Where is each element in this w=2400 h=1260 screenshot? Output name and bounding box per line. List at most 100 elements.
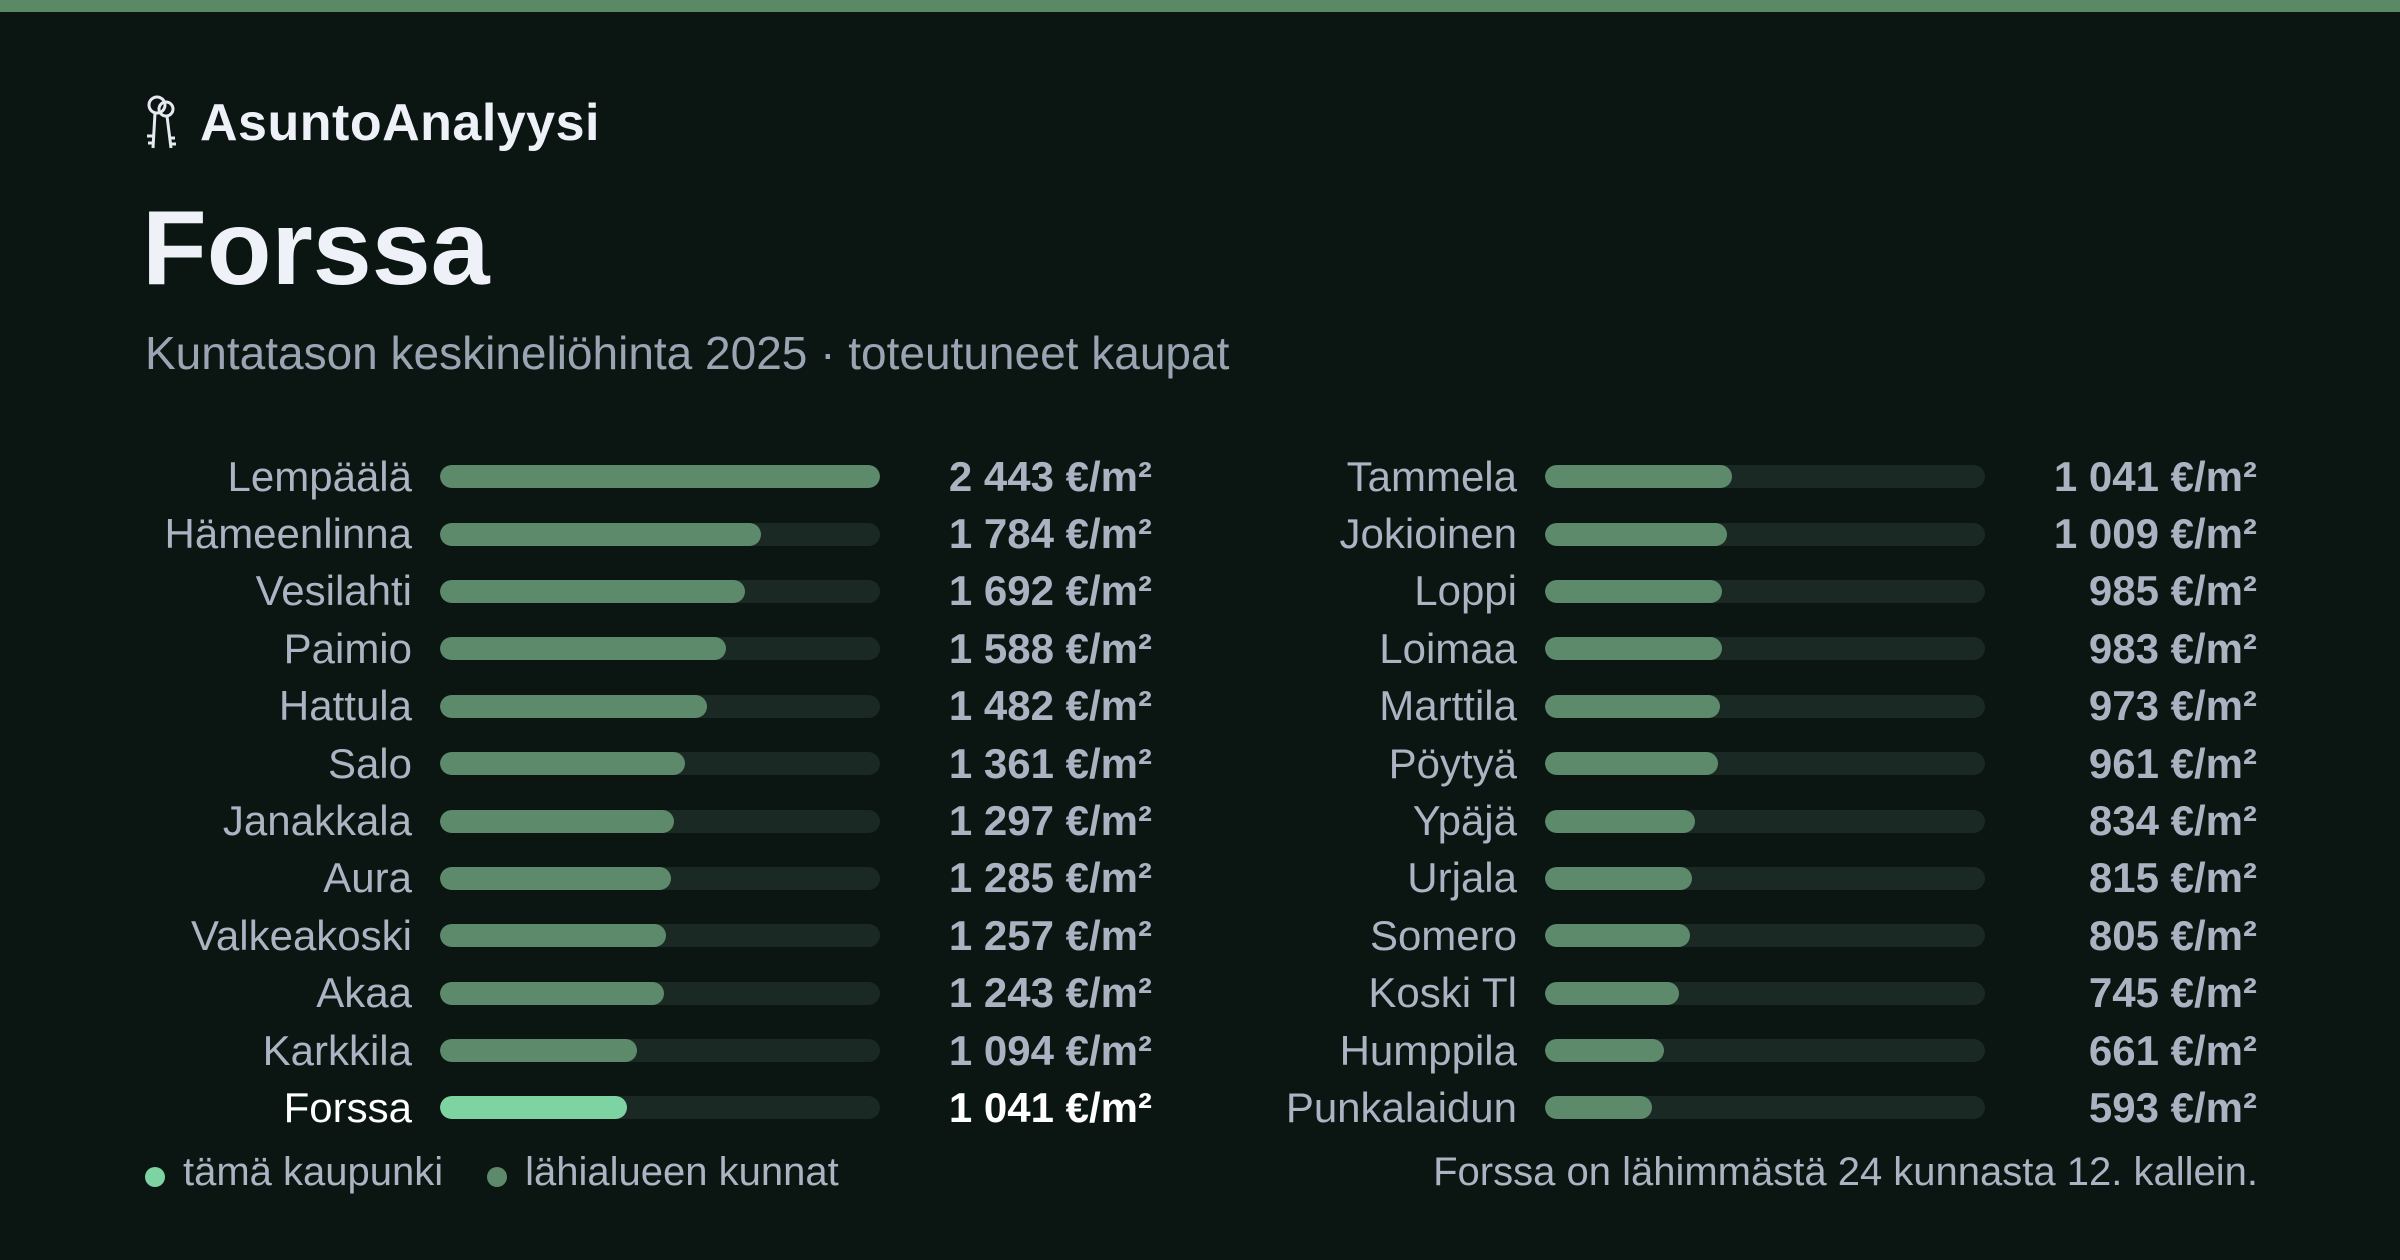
bar-value-label: 1 588 €/m² — [948, 624, 1152, 672]
bar-category-label: Valkeakoski — [191, 911, 412, 959]
bar-row: Loppi 985 €/m² — [1245, 563, 2257, 620]
bar-row: Somero 805 €/m² — [1245, 907, 2257, 964]
bar-category-label: Somero — [1369, 911, 1517, 959]
bar-row: Urjala 815 €/m² — [1245, 850, 2257, 907]
bar-track — [1545, 866, 1985, 890]
bar — [1545, 866, 1692, 890]
bar-track — [1545, 637, 1985, 661]
bar-row: Lempäälä 2 443 €/m² — [140, 448, 1152, 505]
bar — [1545, 522, 1727, 546]
bar — [1545, 694, 1721, 718]
bar-row: Aura 1 285 €/m² — [140, 850, 1152, 907]
bar-track — [440, 694, 880, 718]
bar-track — [440, 981, 880, 1005]
bar-value-label: 1 361 €/m² — [948, 739, 1152, 787]
bar-track — [1545, 579, 1985, 603]
bar — [440, 809, 674, 833]
bar-track — [440, 465, 880, 489]
bar-row: Marttila 973 €/m² — [1245, 678, 2257, 735]
bar-row: Akaa 1 243 €/m² — [140, 965, 1152, 1022]
bar — [440, 1039, 638, 1063]
bar-track — [440, 924, 880, 948]
bar-row: Janakkala 1 297 €/m² — [140, 792, 1152, 849]
bar-row: Ypäjä 834 €/m² — [1245, 792, 2257, 849]
bar-category-label: Loppi — [1414, 567, 1517, 615]
legend: tämä kaupunki lähialueen kunnat — [145, 1150, 883, 1195]
bar-value-label: 961 €/m² — [2088, 739, 2257, 787]
bar-value-label: 1 094 €/m² — [948, 1026, 1152, 1074]
bar — [440, 694, 707, 718]
bar-row: Humppila 661 €/m² — [1245, 1022, 2257, 1079]
bar-value-label: 973 €/m² — [2088, 682, 2257, 730]
bar — [1545, 1096, 1652, 1120]
bar-track — [440, 522, 880, 546]
bar — [440, 637, 726, 661]
bar-value-label: 1 692 €/m² — [948, 567, 1152, 615]
bar-category-label: Urjala — [1407, 854, 1517, 902]
bar-row: Karkkila 1 094 €/m² — [140, 1022, 1152, 1079]
bar-category-label: Aura — [323, 854, 412, 902]
bar — [440, 465, 880, 489]
page-title: Forssa — [142, 189, 490, 307]
bar-row: Punkalaidun 593 €/m² — [1245, 1079, 2257, 1136]
bar-value-label: 1 041 €/m² — [2053, 452, 2257, 500]
bar — [440, 981, 664, 1005]
bar-track — [440, 1096, 880, 1120]
brand-name: AsuntoAnalyysi — [200, 94, 600, 152]
bar-track — [440, 637, 880, 661]
bar-category-label: Karkkila — [262, 1026, 412, 1074]
bar-track — [1545, 522, 1985, 546]
bar — [1545, 579, 1723, 603]
bar — [440, 924, 667, 948]
bar — [1545, 809, 1696, 833]
bar-category-label: Punkalaidun — [1285, 1083, 1517, 1131]
bar-category-label: Pöytyä — [1388, 739, 1517, 787]
page-subtitle: Kuntatason keskineliöhinta 2025 · toteut… — [145, 327, 1230, 379]
bar-category-label: Marttila — [1379, 682, 1517, 730]
bar-value-label: 815 €/m² — [2088, 854, 2257, 902]
bar — [440, 1096, 628, 1120]
bar-track — [1545, 752, 1985, 776]
legend-item-nearby: lähialueen kunnat — [487, 1150, 839, 1195]
bar — [440, 866, 672, 890]
bar-row: Salo 1 361 €/m² — [140, 735, 1152, 792]
bar-category-label: Tammela — [1346, 452, 1517, 500]
bar — [1545, 637, 1723, 661]
bar-value-label: 1 257 €/m² — [948, 911, 1152, 959]
bar-value-label: 1 041 €/m² — [948, 1083, 1152, 1131]
bar — [1545, 924, 1690, 948]
bar-category-label: Vesilahti — [255, 567, 412, 615]
bar-value-label: 1 009 €/m² — [2053, 510, 2257, 558]
bar-row: Koski Tl 745 €/m² — [1245, 965, 2257, 1022]
bar-track — [440, 809, 880, 833]
bar-category-label: Humppila — [1339, 1026, 1517, 1074]
bar-value-label: 834 €/m² — [2088, 797, 2257, 845]
bar-row: Hattula 1 482 €/m² — [140, 678, 1152, 735]
top-accent-bar — [0, 0, 2400, 12]
bar-track — [1545, 1096, 1985, 1120]
bar-category-label: Janakkala — [222, 797, 412, 845]
bar-track — [1545, 924, 1985, 948]
bar-row: Vesilahti 1 692 €/m² — [140, 563, 1152, 620]
bar-track — [440, 866, 880, 890]
bar-category-label: Salo — [327, 739, 412, 787]
bar-track — [440, 1039, 880, 1063]
bar-value-label: 593 €/m² — [2088, 1083, 2257, 1131]
bar — [1545, 981, 1680, 1005]
bar-track — [1545, 1039, 1985, 1063]
bar — [440, 522, 762, 546]
bar-row: Pöytyä 961 €/m² — [1245, 735, 2257, 792]
bar-value-label: 661 €/m² — [2088, 1026, 2257, 1074]
legend-dot-highlight — [145, 1166, 165, 1187]
bar-value-label: 1 243 €/m² — [948, 969, 1152, 1017]
footnote: Forssa on lähimmästä 24 kunnasta 12. kal… — [1433, 1150, 2258, 1194]
bar-track — [440, 752, 880, 776]
bar-track — [1545, 465, 1985, 489]
bar-track — [1545, 694, 1985, 718]
bar-row: Forssa 1 041 €/m² — [140, 1079, 1152, 1136]
bar-row: Jokioinen 1 009 €/m² — [1245, 505, 2257, 562]
bar-value-label: 985 €/m² — [2088, 567, 2257, 615]
bar-value-label: 1 482 €/m² — [948, 682, 1152, 730]
bar-category-label: Hämeenlinna — [164, 510, 413, 558]
bar-category-label: Forssa — [283, 1083, 412, 1131]
